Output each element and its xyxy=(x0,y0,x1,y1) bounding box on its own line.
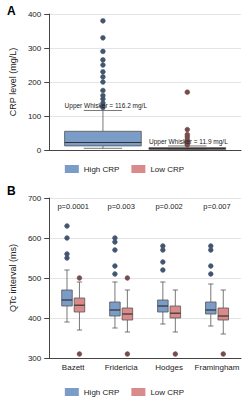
svg-text:p=0.0001: p=0.0001 xyxy=(57,202,89,211)
svg-text:Low CRP: Low CRP xyxy=(150,165,184,174)
svg-text:Hodges: Hodges xyxy=(155,363,183,372)
svg-text:High CRP: High CRP xyxy=(84,388,120,397)
svg-text:300: 300 xyxy=(28,44,42,53)
svg-text:p=0.007: p=0.007 xyxy=(203,202,230,211)
svg-text:700: 700 xyxy=(28,194,42,203)
svg-text:400: 400 xyxy=(28,314,42,323)
svg-text:300: 300 xyxy=(28,354,42,363)
svg-text:600: 600 xyxy=(28,234,42,243)
svg-text:Bazett: Bazett xyxy=(62,363,85,372)
svg-text:B: B xyxy=(7,184,16,198)
svg-text:Low CRP: Low CRP xyxy=(150,388,184,397)
svg-text:High CRP: High CRP xyxy=(84,165,120,174)
svg-text:500: 500 xyxy=(28,274,42,283)
svg-text:CRP level (mg/L): CRP level (mg/L) xyxy=(8,48,18,116)
svg-text:0: 0 xyxy=(37,146,42,155)
svg-text:QTc interval (ms): QTc interval (ms) xyxy=(8,244,18,312)
svg-text:Upper Whisker = 11.9 mg/L: Upper Whisker = 11.9 mg/L xyxy=(149,138,228,146)
svg-text:p=0.002: p=0.002 xyxy=(155,202,182,211)
svg-text:400: 400 xyxy=(28,10,42,19)
svg-text:A: A xyxy=(7,4,16,18)
svg-text:Upper Whisker = 116.2 mg/L: Upper Whisker = 116.2 mg/L xyxy=(65,102,148,110)
svg-text:200: 200 xyxy=(28,78,42,87)
svg-text:Framingham: Framingham xyxy=(195,363,240,372)
svg-text:Fridericia: Fridericia xyxy=(105,363,138,372)
svg-text:p=0.003: p=0.003 xyxy=(107,202,134,211)
svg-text:100: 100 xyxy=(28,112,42,121)
